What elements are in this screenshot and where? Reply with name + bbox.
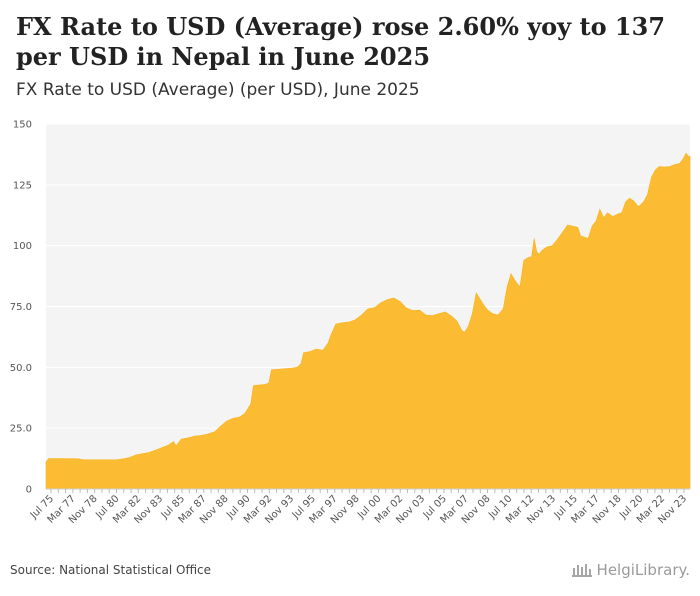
brand-name: HelgiLibrary.: [596, 561, 690, 579]
y-tick-label: 150: [13, 120, 32, 131]
y-tick-label: 25.0: [10, 424, 32, 435]
y-tick-label: 0: [26, 485, 32, 496]
y-tick-label: 75.0: [10, 302, 32, 313]
fx-rate-area: [45, 152, 691, 490]
library-building-icon: [571, 564, 592, 577]
chart-title: FX Rate to USD (Average) rose 2.60% yoy …: [16, 12, 666, 71]
y-tick-label: 50.0: [10, 363, 32, 374]
y-tick-label: 125: [13, 180, 32, 191]
y-axis-ticks: 0 25.0 50.0 75.0 100 125 150: [10, 120, 32, 496]
helgilibrary-logo: HelgiLibrary.: [571, 561, 690, 579]
y-tick-label: 100: [13, 241, 32, 252]
chart-subtitle: FX Rate to USD (Average) (per USD), June…: [16, 80, 420, 100]
source-note: Source: National Statistical Office: [10, 563, 212, 577]
